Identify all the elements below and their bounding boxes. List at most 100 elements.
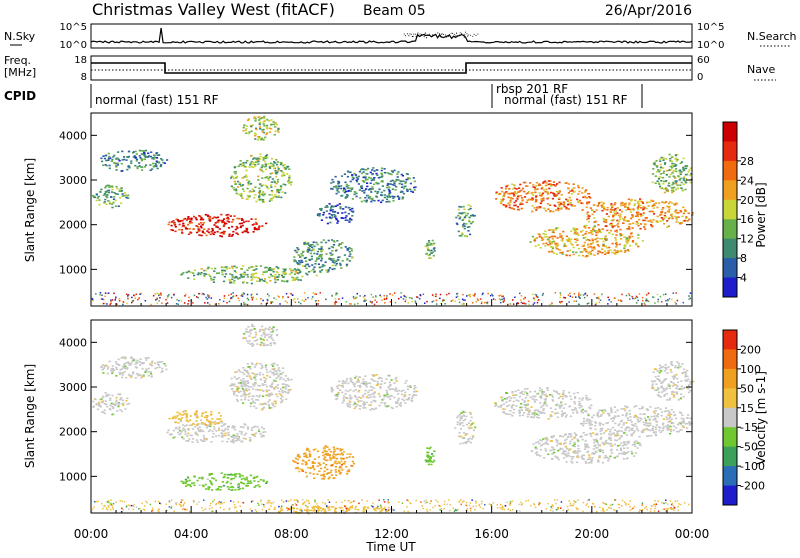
echo-cell [186, 424, 188, 426]
echo-cell [208, 274, 210, 276]
speckle-cell [657, 301, 659, 303]
echo-cell [333, 244, 335, 246]
echo-cell [590, 207, 592, 209]
echo-cell [195, 433, 197, 435]
echo-cell [380, 402, 382, 404]
echo-cell [294, 250, 296, 252]
echo-cell [329, 222, 331, 224]
echo-cell [538, 192, 540, 194]
speckle-cell [384, 302, 386, 304]
echo-cell [251, 329, 253, 331]
speckle-cell [518, 303, 520, 305]
echo-cell [370, 201, 372, 203]
echo-cell [646, 217, 648, 219]
echo-cell [429, 250, 431, 252]
echo-cell [582, 409, 584, 411]
echo-cell [610, 224, 612, 226]
echo-cell [283, 383, 285, 385]
echo-cell [323, 212, 325, 214]
echo-cell [504, 205, 506, 207]
echo-cell [277, 276, 279, 278]
echo-cell [635, 223, 637, 225]
echo-cell [336, 222, 338, 224]
speckle-cell [423, 294, 425, 296]
speckle-cell [196, 296, 198, 298]
echo-cell [246, 126, 248, 128]
echo-cell [463, 206, 465, 208]
echo-cell [262, 131, 264, 133]
echo-cell [576, 228, 578, 230]
echo-cell [402, 197, 404, 199]
echo-cell [254, 436, 256, 438]
echo-cell [317, 244, 319, 246]
echo-cell [568, 208, 570, 210]
echo-cell [232, 219, 234, 221]
speckle-cell [470, 296, 472, 298]
echo-cell [249, 375, 251, 377]
speckle-cell [560, 297, 562, 299]
echo-cell [223, 233, 225, 235]
echo-cell [183, 438, 185, 440]
echo-cell [102, 369, 104, 371]
echo-cell [276, 183, 278, 185]
echo-cell [471, 438, 473, 440]
echo-cell [262, 435, 264, 437]
echo-cell [614, 249, 616, 251]
echo-cell [119, 190, 121, 192]
echo-cell [307, 467, 309, 469]
echo-cell [200, 227, 202, 229]
echo-cell [686, 166, 688, 168]
echo-cell [329, 267, 331, 269]
echo-cell [260, 199, 262, 201]
echo-cell [558, 206, 560, 208]
echo-cell [519, 393, 521, 395]
echo-cell [377, 200, 379, 202]
speckle-cell [559, 301, 561, 303]
echo-cell [263, 340, 265, 342]
echo-cell [274, 194, 276, 196]
echo-cell [562, 398, 564, 400]
echo-cell [226, 268, 228, 270]
speckle-cell [454, 301, 456, 303]
echo-cell [320, 468, 322, 470]
echo-cell [262, 431, 264, 433]
echo-cell [273, 343, 275, 345]
echo-cell [198, 234, 200, 236]
echo-cell [113, 196, 115, 198]
echo-cell [240, 382, 242, 384]
echo-cell [368, 177, 370, 179]
echo-cell [640, 207, 642, 209]
echo-cell [247, 380, 249, 382]
echo-cell [631, 214, 633, 216]
echo-cell [624, 216, 626, 218]
echo-cell [232, 391, 234, 393]
speckle-cell [287, 297, 289, 299]
echo-cell [310, 270, 312, 272]
echo-cell [640, 223, 642, 225]
echo-cell [662, 177, 664, 179]
speckle-cell [462, 294, 464, 296]
echo-cell [105, 404, 107, 406]
echo-cell [606, 213, 608, 215]
speckle-cell [500, 299, 502, 301]
echo-cell [255, 379, 257, 381]
speckle-cell [178, 300, 180, 302]
echo-cell [255, 265, 257, 267]
echo-cell [349, 378, 351, 380]
echo-cell [163, 363, 165, 365]
echo-cell [642, 202, 644, 204]
echo-cell [365, 390, 367, 392]
beam-label: Beam 05 [363, 3, 426, 19]
echo-cell [342, 260, 344, 262]
speckle-cell [316, 294, 318, 296]
echo-cell [224, 474, 226, 476]
echo-cell [394, 185, 396, 187]
echo-cell [521, 399, 523, 401]
speckle-cell [384, 298, 386, 300]
echo-cell [365, 188, 367, 190]
speckle-cell [384, 295, 386, 297]
speckle-cell [406, 297, 408, 299]
echo-cell [250, 183, 252, 185]
echo-cell [335, 454, 337, 456]
echo-cell [550, 229, 552, 231]
